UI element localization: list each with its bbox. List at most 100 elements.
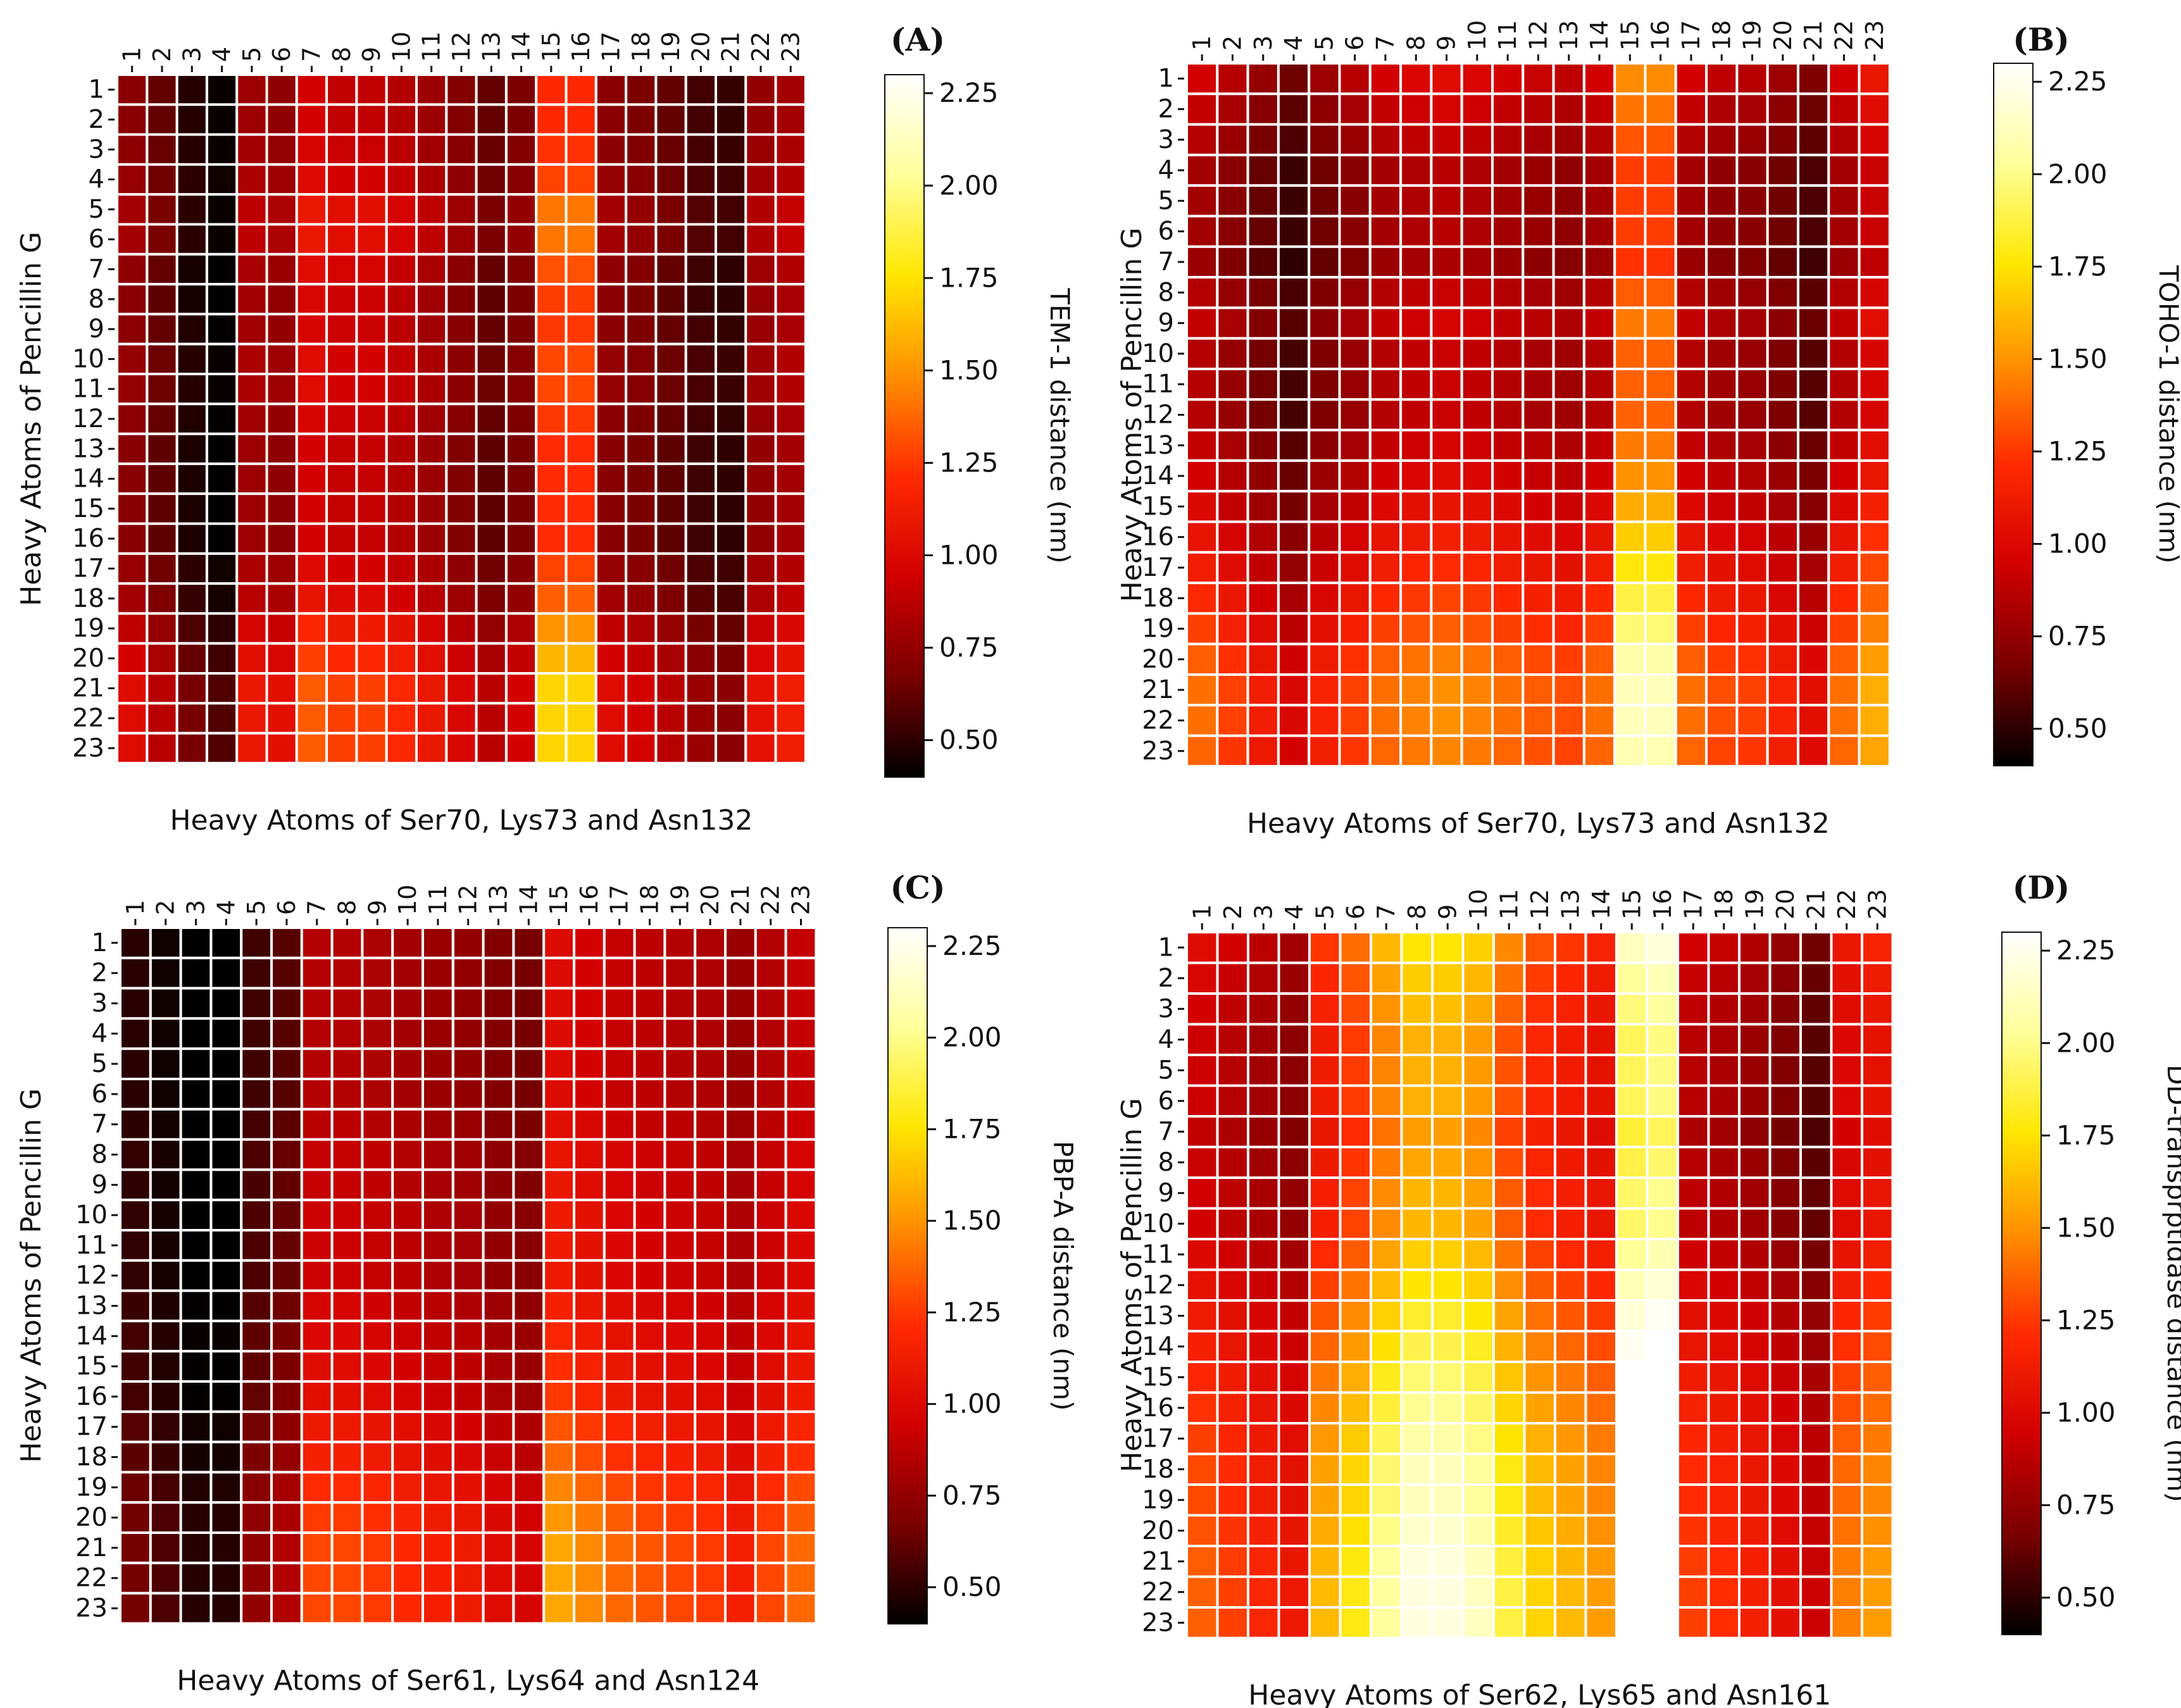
heatmap-cell — [1554, 1545, 1587, 1578]
heatmap-cell — [744, 133, 777, 166]
colorbar-tick-label: 2.00 — [2048, 158, 2108, 189]
heatmap-cell — [1523, 1606, 1556, 1640]
heatmap-cell — [512, 1078, 546, 1111]
heatmap-cell — [116, 103, 149, 136]
heatmap-cell — [240, 1410, 273, 1443]
heatmap-cell — [512, 1380, 546, 1413]
heatmap-cell — [565, 283, 597, 316]
heatmap-cell — [1858, 62, 1891, 96]
heatmap-cell — [1185, 276, 1219, 309]
heatmap-cell — [270, 1501, 303, 1534]
heatmap-cell — [270, 1319, 303, 1353]
heatmap-cell — [391, 1047, 425, 1080]
heatmap-cell — [1646, 1023, 1679, 1056]
heatmap-cell — [209, 1410, 243, 1443]
heatmap-cell — [209, 1501, 243, 1534]
heatmap-cell — [1827, 704, 1861, 737]
heatmap-cell — [1370, 1391, 1403, 1424]
heatmap-cell — [1339, 1207, 1372, 1240]
heatmap-cell — [1799, 1268, 1833, 1302]
colorbar-tick-label: 1.50 — [939, 354, 999, 385]
heatmap-cell — [1185, 428, 1219, 462]
heatmap-cell — [1644, 612, 1677, 645]
y-tick-label: 22 — [1142, 1578, 1174, 1607]
heatmap-cell — [1827, 153, 1861, 187]
heatmap-cell — [422, 1380, 454, 1413]
heatmap-cell — [1674, 428, 1708, 462]
heatmap-cell — [1399, 306, 1433, 340]
heatmap-cell — [235, 582, 268, 615]
heatmap-cell — [1799, 1545, 1833, 1578]
heatmap-cell — [355, 612, 388, 645]
y-tick-label: 12 — [1142, 400, 1174, 429]
heatmap-cell — [295, 552, 328, 585]
heatmap-cell — [209, 926, 243, 959]
heatmap-cell — [1646, 1606, 1679, 1640]
heatmap-cell — [684, 522, 717, 555]
heatmap-cell — [654, 163, 687, 196]
y-tick-label: 2 — [1158, 964, 1174, 993]
heatmap-cell — [1735, 428, 1769, 462]
heatmap-cell — [684, 402, 717, 435]
heatmap-cell — [235, 672, 268, 705]
heatmap-cell — [422, 1078, 454, 1111]
x-tick-label: 16 — [575, 885, 603, 915]
heatmap-cell — [119, 1107, 152, 1141]
heatmap-cell — [1368, 490, 1403, 523]
heatmap-cell — [565, 702, 597, 735]
heatmap-cell — [1830, 1299, 1863, 1333]
heatmap-cell — [715, 732, 747, 764]
heatmap-cell — [119, 1229, 152, 1262]
heatmap-cell — [1613, 368, 1647, 401]
heatmap-cell — [1554, 1575, 1587, 1609]
heatmap-cell — [512, 1440, 546, 1474]
colorbar-tick-label: 2.25 — [942, 930, 1002, 961]
colorbar-tick-label: 0.50 — [939, 725, 999, 756]
heatmap-cell — [1705, 62, 1739, 96]
heatmap-cell — [175, 252, 208, 286]
heatmap-cell — [1644, 551, 1677, 585]
heatmap-cell — [422, 1107, 454, 1141]
heatmap-cell — [625, 432, 658, 465]
heatmap-cell — [1707, 1330, 1740, 1363]
heatmap-cell — [1522, 153, 1555, 187]
x-tick-label: 9 — [1433, 35, 1461, 51]
heatmap-cell — [744, 702, 777, 735]
panel-label: (D) — [2013, 869, 2070, 906]
heatmap-cell — [445, 552, 478, 585]
x-tick-label: 23 — [1863, 889, 1891, 919]
heatmap-cell — [116, 702, 149, 735]
heatmap-cell — [724, 1561, 757, 1595]
heatmap-cell — [724, 1107, 757, 1141]
heatmap-cell — [694, 1319, 727, 1353]
heatmap-cell — [1799, 1084, 1833, 1118]
heatmap-cell — [1308, 1238, 1342, 1271]
heatmap-cell — [451, 1047, 485, 1080]
heatmap-cell — [1185, 1483, 1219, 1517]
heatmap-cell — [1644, 642, 1677, 676]
heatmap-cell — [475, 432, 508, 465]
heatmap-cell — [1216, 1299, 1249, 1333]
heatmap-cell — [1858, 612, 1891, 645]
heatmap-cell — [1308, 153, 1341, 187]
heatmap-cell — [1491, 368, 1525, 401]
heatmap-cell — [1216, 992, 1249, 1026]
heatmap-cell — [1830, 1361, 1863, 1394]
heatmap-cell — [149, 1168, 182, 1202]
heatmap-cell — [504, 342, 538, 376]
heatmap-cell — [1582, 459, 1616, 493]
heatmap-cell — [625, 313, 658, 346]
heatmap-cell — [1339, 1023, 1372, 1056]
heatmap-cell — [504, 313, 538, 346]
heatmap-cell — [361, 987, 394, 1020]
heatmap-cell — [774, 193, 807, 226]
heatmap-cell — [451, 1078, 485, 1111]
heatmap-cell — [1491, 642, 1525, 676]
heatmap-cell — [1735, 337, 1769, 371]
heatmap-cell — [535, 492, 568, 525]
heatmap-cell — [565, 732, 597, 764]
heatmap-cell — [1522, 184, 1555, 218]
heatmap-cell — [684, 552, 717, 585]
heatmap-cell — [1797, 337, 1830, 371]
heatmap-cell — [175, 402, 208, 435]
